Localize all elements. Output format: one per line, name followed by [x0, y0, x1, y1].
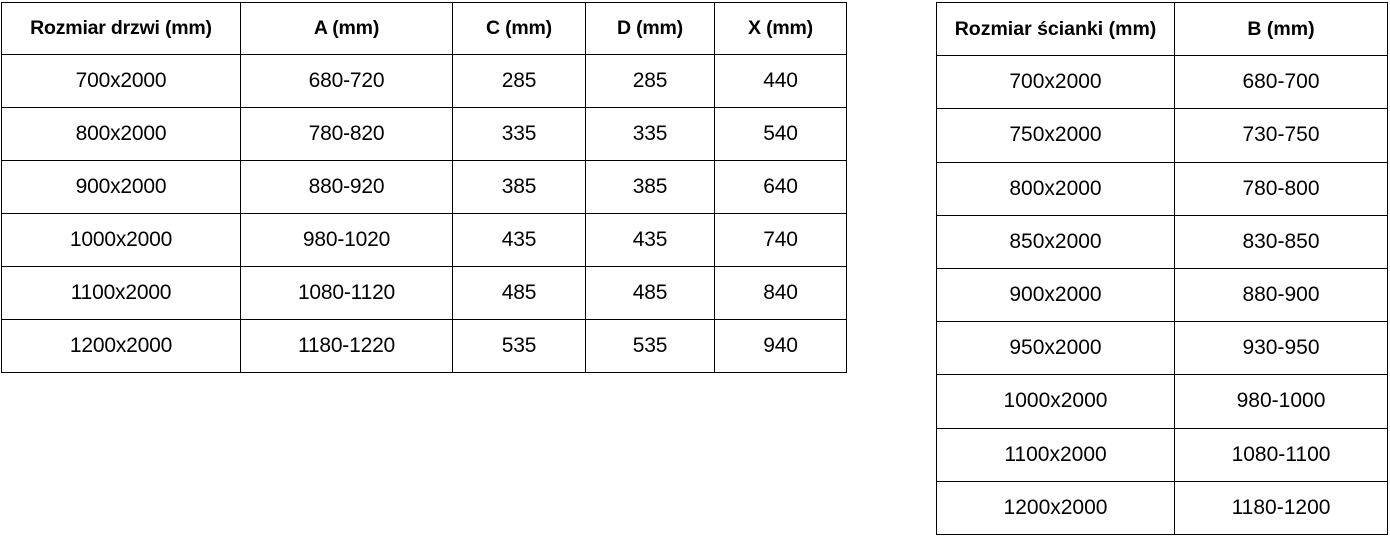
cell-d: 385 — [585, 160, 715, 214]
column-header-b: B (mm) — [1174, 1, 1388, 57]
column-header-a: A (mm) — [240, 2, 453, 55]
cell-wall-size: 1100x2000 — [936, 427, 1175, 482]
cell-a: 880-920 — [240, 160, 453, 214]
table-row: 800x2000 780-820 335 335 540 — [1, 107, 847, 161]
cell-a: 680-720 — [240, 54, 453, 108]
cell-d: 485 — [585, 266, 715, 320]
table-row: 900x2000 880-900 — [936, 267, 1388, 323]
table-row: 700x2000 680-720 285 285 440 — [1, 54, 847, 108]
cell-wall-size: 1000x2000 — [936, 374, 1175, 429]
cell-x: 540 — [714, 107, 847, 161]
cell-b: 730-750 — [1174, 108, 1388, 163]
table-row: 950x2000 930-950 — [936, 321, 1388, 376]
cell-c: 435 — [452, 213, 586, 267]
cell-door-size: 800x2000 — [1, 107, 241, 161]
cell-b: 930-950 — [1174, 321, 1388, 376]
cell-a: 1180-1220 — [240, 319, 453, 373]
cell-wall-size: 1200x2000 — [936, 480, 1175, 535]
cell-d: 285 — [585, 54, 715, 108]
table-header-row: Rozmiar drzwi (mm) A (mm) C (mm) D (mm) … — [1, 2, 847, 55]
cell-c: 285 — [452, 54, 586, 108]
cell-a: 1080-1120 — [240, 266, 453, 320]
table-header-row: Rozmiar ścianki (mm) B (mm) — [936, 1, 1388, 57]
column-header-wall-size: Rozmiar ścianki (mm) — [936, 1, 1175, 57]
cell-c: 535 — [452, 319, 586, 373]
cell-x: 840 — [714, 266, 847, 320]
table-row: 1200x2000 1180-1220 535 535 940 — [1, 319, 847, 373]
table-row: 1100x2000 1080-1100 — [936, 427, 1388, 482]
wall-panel-dimensions-table: Rozmiar ścianki (mm) B (mm) 700x2000 680… — [936, 1, 1388, 535]
cell-d: 335 — [585, 107, 715, 161]
cell-wall-size: 900x2000 — [936, 267, 1175, 323]
cell-x: 740 — [714, 213, 847, 267]
table-row: 1200x2000 1180-1200 — [936, 480, 1388, 535]
cell-door-size: 1200x2000 — [1, 319, 241, 373]
cell-b: 1080-1100 — [1174, 427, 1388, 482]
column-header-d: D (mm) — [585, 2, 715, 55]
cell-d: 535 — [585, 319, 715, 373]
cell-door-size: 700x2000 — [1, 54, 241, 108]
cell-door-size: 900x2000 — [1, 160, 241, 214]
column-header-c: C (mm) — [452, 2, 586, 55]
cell-x: 440 — [714, 54, 847, 108]
cell-c: 385 — [452, 160, 586, 214]
cell-b: 1180-1200 — [1174, 480, 1388, 535]
cell-wall-size: 850x2000 — [936, 214, 1175, 269]
table-row: 850x2000 830-850 — [936, 214, 1388, 269]
cell-a: 980-1020 — [240, 213, 453, 267]
table-row: 800x2000 780-800 — [936, 161, 1388, 216]
cell-wall-size: 750x2000 — [936, 108, 1175, 163]
cell-b: 980-1000 — [1174, 374, 1388, 429]
column-header-x: X (mm) — [714, 2, 847, 55]
table-row: 1100x2000 1080-1120 485 485 840 — [1, 266, 847, 320]
cell-wall-size: 950x2000 — [936, 321, 1175, 376]
table-row: 900x2000 880-920 385 385 640 — [1, 160, 847, 214]
cell-x: 640 — [714, 160, 847, 214]
column-header-door-size: Rozmiar drzwi (mm) — [1, 2, 241, 55]
table-row: 750x2000 730-750 — [936, 108, 1388, 163]
cell-wall-size: 800x2000 — [936, 161, 1175, 216]
cell-x: 940 — [714, 319, 847, 373]
cell-c: 335 — [452, 107, 586, 161]
cell-b: 880-900 — [1174, 267, 1388, 323]
cell-b: 780-800 — [1174, 161, 1388, 216]
doors-dimensions-table: Rozmiar drzwi (mm) A (mm) C (mm) D (mm) … — [1, 2, 847, 373]
table-row: 1000x2000 980-1020 435 435 740 — [1, 213, 847, 267]
cell-door-size: 1100x2000 — [1, 266, 241, 320]
cell-door-size: 1000x2000 — [1, 213, 241, 267]
cell-b: 680-700 — [1174, 55, 1388, 110]
cell-b: 830-850 — [1174, 214, 1388, 269]
cell-a: 780-820 — [240, 107, 453, 161]
cell-c: 485 — [452, 266, 586, 320]
table-row: 700x2000 680-700 — [936, 55, 1388, 110]
cell-wall-size: 700x2000 — [936, 55, 1175, 110]
cell-d: 435 — [585, 213, 715, 267]
table-row: 1000x2000 980-1000 — [936, 374, 1388, 429]
